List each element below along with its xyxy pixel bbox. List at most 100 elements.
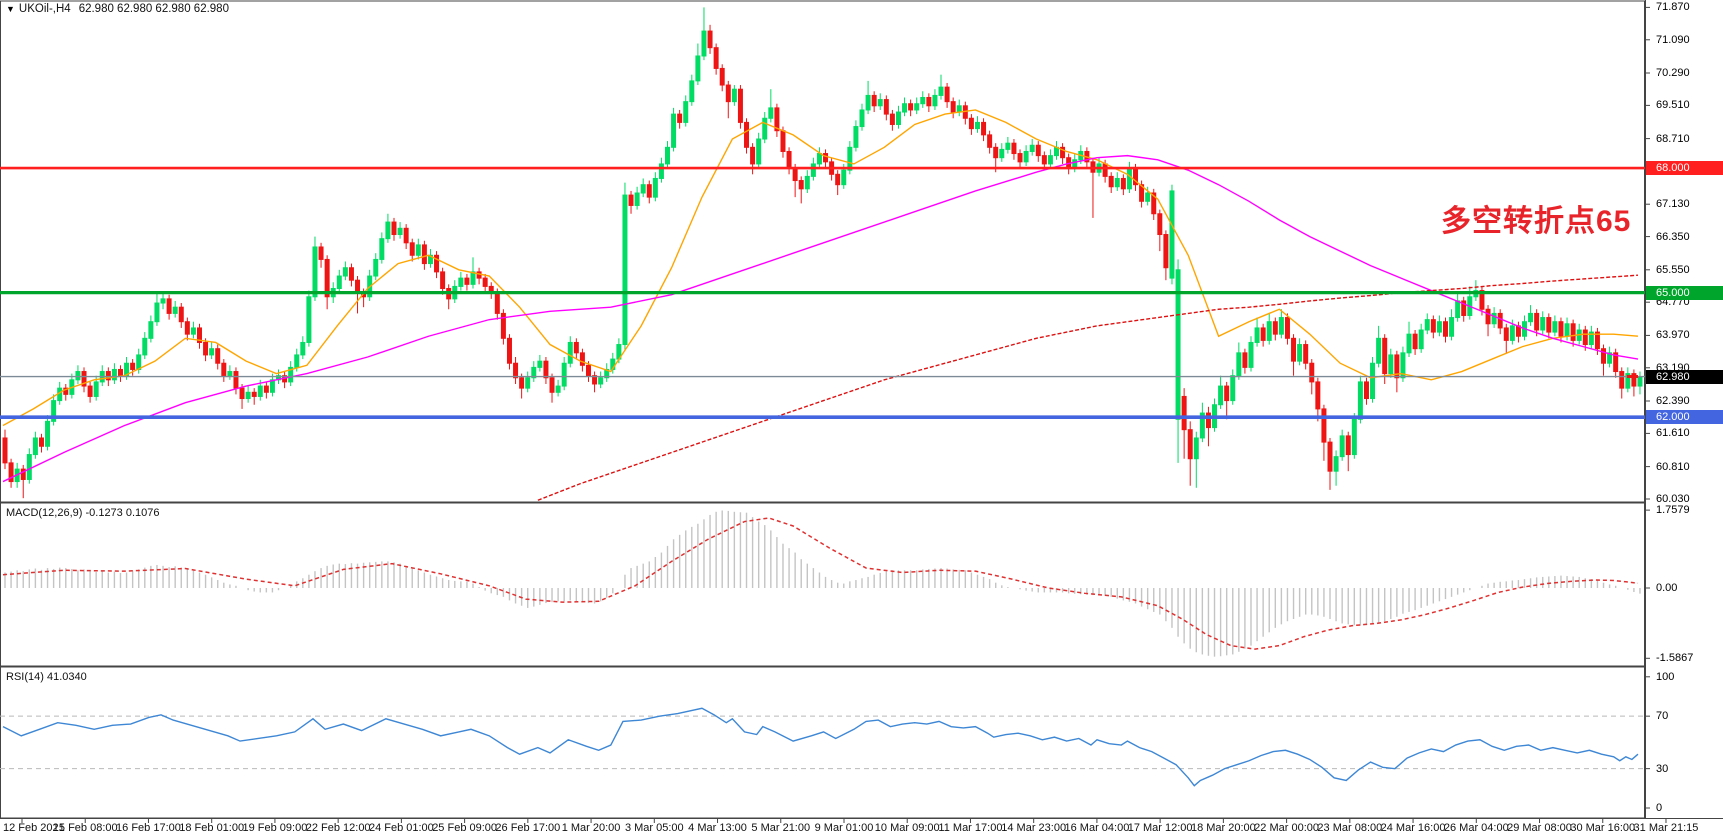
candle-body xyxy=(1260,327,1266,341)
candle-body xyxy=(1534,312,1540,331)
price-tick-label: 63.970 xyxy=(1656,329,1690,342)
candle-body xyxy=(725,84,731,103)
candle-body xyxy=(1394,354,1400,379)
candle-body xyxy=(926,96,932,107)
candle-body xyxy=(294,354,300,368)
candle-body xyxy=(658,163,664,179)
candle-body xyxy=(385,221,391,240)
candle-body xyxy=(239,387,245,400)
candle-body xyxy=(1588,331,1594,346)
rsi-value: 41.0340 xyxy=(46,671,87,683)
candle-body xyxy=(792,167,798,182)
candle-body xyxy=(573,341,579,354)
time-tick-label: 30 Mar 16:00 xyxy=(1570,822,1636,834)
time-tick-label: 3 Mar 05:00 xyxy=(624,822,684,834)
price-tick-label: 61.610 xyxy=(1656,427,1690,440)
candle-body xyxy=(1157,213,1163,236)
candle-body xyxy=(883,99,889,115)
collapse-chevron-icon[interactable]: ▼ xyxy=(6,4,15,14)
candle-body xyxy=(914,103,920,111)
rsi-panel[interactable] xyxy=(0,666,1645,819)
price-badge-65.000: 65.000 xyxy=(1646,285,1723,300)
candle-body xyxy=(628,194,634,206)
candle-body xyxy=(196,327,202,343)
candle-body xyxy=(762,117,768,140)
candle-body xyxy=(154,302,160,323)
candle-body xyxy=(470,271,476,285)
candle-body xyxy=(683,101,689,123)
candle-body xyxy=(956,105,962,113)
candle-body xyxy=(1199,412,1205,439)
candle-body xyxy=(288,366,294,383)
candle-body xyxy=(251,391,257,397)
candle-body xyxy=(1449,317,1455,337)
candle-body xyxy=(1558,321,1564,337)
candle-body xyxy=(1060,146,1066,159)
ohlc-values: 62.980 62.980 62.980 62.980 xyxy=(78,3,229,15)
candle-body xyxy=(81,371,87,387)
time-tick-label: 1 Mar 20:00 xyxy=(561,822,621,834)
candle-body xyxy=(458,277,464,287)
price-tick-label: 66.350 xyxy=(1656,230,1690,243)
macd-indicator-label: MACD(12,26,9) -0.1273 0.1076 xyxy=(6,507,160,519)
candle-body xyxy=(1035,144,1041,157)
candle-body xyxy=(944,86,950,103)
candle-body xyxy=(494,292,500,314)
candle-body xyxy=(756,138,762,165)
rsi-tick-label: 70 xyxy=(1656,710,1669,723)
candle-body xyxy=(1169,190,1175,279)
candle-body xyxy=(464,277,470,285)
candle-body xyxy=(1625,373,1631,389)
candle-body xyxy=(1357,381,1363,420)
candle-body xyxy=(1497,312,1503,329)
price-axis[interactable]: 71.87071.09070.29069.51068.71067.93067.1… xyxy=(1646,0,1723,838)
candle-body xyxy=(993,146,999,159)
candle-body xyxy=(531,366,537,379)
candle-body xyxy=(561,362,567,387)
main-panel[interactable] xyxy=(0,0,1645,503)
candle-body xyxy=(105,371,111,381)
candle-body xyxy=(981,121,987,136)
chart-annotation-text: 多空转折点65 xyxy=(1441,205,1632,238)
time-tick-label: 25 Feb 09:00 xyxy=(432,822,498,834)
candle-body xyxy=(1248,341,1254,368)
candle-body xyxy=(93,381,99,397)
candle-body xyxy=(142,337,148,356)
candle-body xyxy=(184,321,190,335)
candle-body xyxy=(38,437,44,447)
candle-body xyxy=(1163,234,1169,269)
candle-body xyxy=(1254,327,1260,343)
candle-body xyxy=(324,258,330,298)
candle-body xyxy=(744,121,750,148)
candle-body xyxy=(355,279,361,294)
price-tick-label: 69.510 xyxy=(1656,99,1690,112)
candle-body xyxy=(737,88,743,123)
candle-body xyxy=(1297,344,1303,362)
candle-body xyxy=(1339,435,1345,458)
macd-panel[interactable] xyxy=(0,502,1645,667)
price-tick-label: 70.290 xyxy=(1656,67,1690,79)
candle-body xyxy=(750,146,756,165)
time-tick-label: 22 Feb 12:00 xyxy=(305,822,371,834)
ma-slow-line xyxy=(537,274,1639,501)
candle-body xyxy=(1151,192,1157,215)
candle-body xyxy=(932,94,938,107)
candle-body xyxy=(920,96,926,105)
candle-body xyxy=(1552,321,1558,333)
time-tick-label: 24 Feb 01:00 xyxy=(368,822,434,834)
candle-body xyxy=(652,177,658,198)
time-tick-label: 19 Feb 09:00 xyxy=(242,822,308,834)
time-axis[interactable]: 12 Feb 2021 15 Feb 08:00 16 Feb 17:00 18 Fe… xyxy=(0,820,1723,838)
candle-body xyxy=(318,246,324,260)
time-tick-label: 26 Mar 04:00 xyxy=(1443,822,1509,834)
candle-body xyxy=(847,146,853,171)
candle-body xyxy=(1461,300,1467,316)
macd-main-value: -0.1273 xyxy=(85,507,123,519)
candle-body xyxy=(1284,317,1290,339)
candle-body xyxy=(592,375,598,385)
candle-body xyxy=(1230,375,1236,402)
candle-body xyxy=(190,327,196,335)
candle-body xyxy=(823,153,829,163)
candle-body xyxy=(342,267,348,277)
